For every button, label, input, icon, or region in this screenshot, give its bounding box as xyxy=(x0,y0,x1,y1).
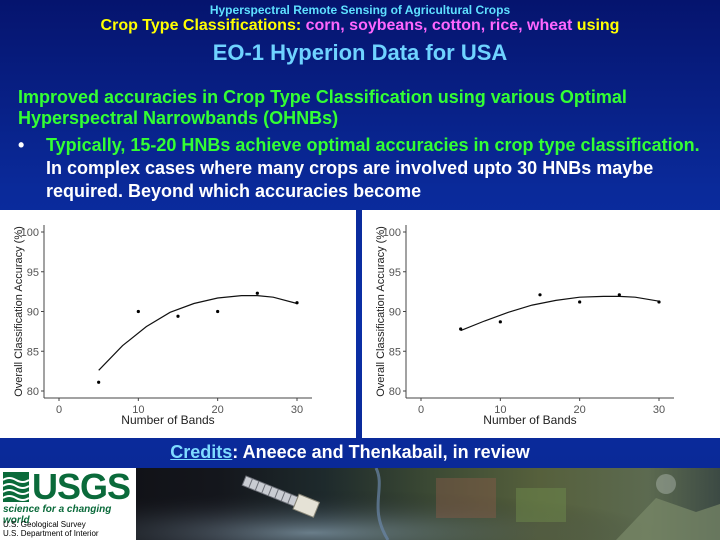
y-tick-label: 80 xyxy=(27,386,39,398)
y-tick-label: 85 xyxy=(27,346,39,358)
x-axis-label: Number of Bands xyxy=(121,413,214,427)
slide-title: EO-1 Hyperion Data for USA xyxy=(212,40,508,65)
data-point xyxy=(216,309,220,314)
usgs-wave-icon xyxy=(3,472,29,502)
credits-line: Credits: Aneece and Thenkabail, in revie… xyxy=(0,442,700,463)
data-point xyxy=(617,293,621,297)
bullet-marker: • xyxy=(18,135,25,155)
x-tick-label: 0 xyxy=(56,404,62,416)
data-point xyxy=(498,320,502,324)
header-crop-suffix: using xyxy=(572,17,620,34)
x-tick-label: 30 xyxy=(653,404,665,416)
data-point xyxy=(459,327,463,331)
header-crop-line: Crop Type Classifications: corn, soybean… xyxy=(0,17,720,35)
earth-imagery-banner xyxy=(136,468,720,540)
y-tick-label: 100 xyxy=(21,227,39,239)
usgs-org-line-1: U.S. Geological Survey xyxy=(3,520,86,529)
accuracy-chart-left: 80 85 90 95 100 0 10 20 30 Number of Bands Overall… xyxy=(13,225,312,427)
y-tick-label: 80 xyxy=(389,386,401,398)
x-tick-label: 20 xyxy=(212,404,224,416)
data-point xyxy=(657,300,661,304)
x-tick-label: 20 xyxy=(574,404,586,416)
x-tick-label: 10 xyxy=(494,404,506,416)
header-crop-list: corn, soybeans, cotton, rice, wheat xyxy=(305,17,573,34)
data-point xyxy=(578,300,582,304)
x-tick-label: 30 xyxy=(291,404,303,416)
y-axis-label: Overall Classification Accuracy (%) xyxy=(375,226,387,397)
data-point xyxy=(295,301,299,305)
bullet-text: Typically, 15-20 HNBs achieve optimal ac… xyxy=(46,134,713,203)
usgs-logo[interactable]: USGS science for a changing world U.S. G… xyxy=(0,468,136,540)
trend-line xyxy=(98,295,298,371)
y-tick-label: 95 xyxy=(389,267,401,279)
credits-link[interactable]: Credits xyxy=(170,442,233,462)
data-point xyxy=(255,291,259,295)
header-crop-prefix: Crop Type Classifications: xyxy=(100,17,306,34)
usgs-wordmark: USGS xyxy=(32,468,131,507)
bullet-point: • Typically, 15-20 HNBs achieve optimal … xyxy=(18,134,713,203)
bullet-green-text: Typically, 15-20 HNBs achieve optimal ac… xyxy=(46,135,700,155)
chart-panel-left: 80 85 90 95 100 0 10 20 30 Number of Bands Overall… xyxy=(0,210,356,438)
y-tick-label: 100 xyxy=(383,227,401,239)
usgs-tagline: science for a changing world xyxy=(3,504,112,526)
x-tick-label: 10 xyxy=(132,404,144,416)
y-axis-label: Overall Classification Accuracy (%) xyxy=(13,226,25,397)
y-tick-label: 90 xyxy=(389,307,401,319)
satellite-icon xyxy=(241,475,321,518)
y-tick-label: 85 xyxy=(389,346,401,358)
data-point xyxy=(176,314,180,318)
y-tick-label: 90 xyxy=(27,307,39,319)
accuracy-chart-right: 80 85 90 95 100 0 10 20 30 Number of Bands Overall… xyxy=(375,225,674,427)
y-tick-label: 95 xyxy=(27,267,39,279)
lead-text: Improved accuracies in Crop Type Classif… xyxy=(18,87,627,128)
data-point xyxy=(97,380,101,384)
x-tick-label: 0 xyxy=(418,404,424,416)
trend-line xyxy=(460,295,660,332)
footer-banner: USGS science for a changing world U.S. G… xyxy=(0,468,720,540)
header-subtitle: Hyperspectral Remote Sensing of Agricult… xyxy=(209,3,511,17)
data-point xyxy=(136,309,140,314)
bullet-white-text: In complex cases where many crops are in… xyxy=(46,158,654,201)
chart-panel-right: 80 85 90 95 100 0 10 20 30 Number of Bands Overall… xyxy=(362,210,720,438)
usgs-org-line-2: U.S. Department of Interior xyxy=(3,529,99,538)
data-point xyxy=(538,293,542,297)
x-axis-label: Number of Bands xyxy=(483,413,576,427)
credits-text: : Aneece and Thenkabail, in review xyxy=(232,442,530,462)
